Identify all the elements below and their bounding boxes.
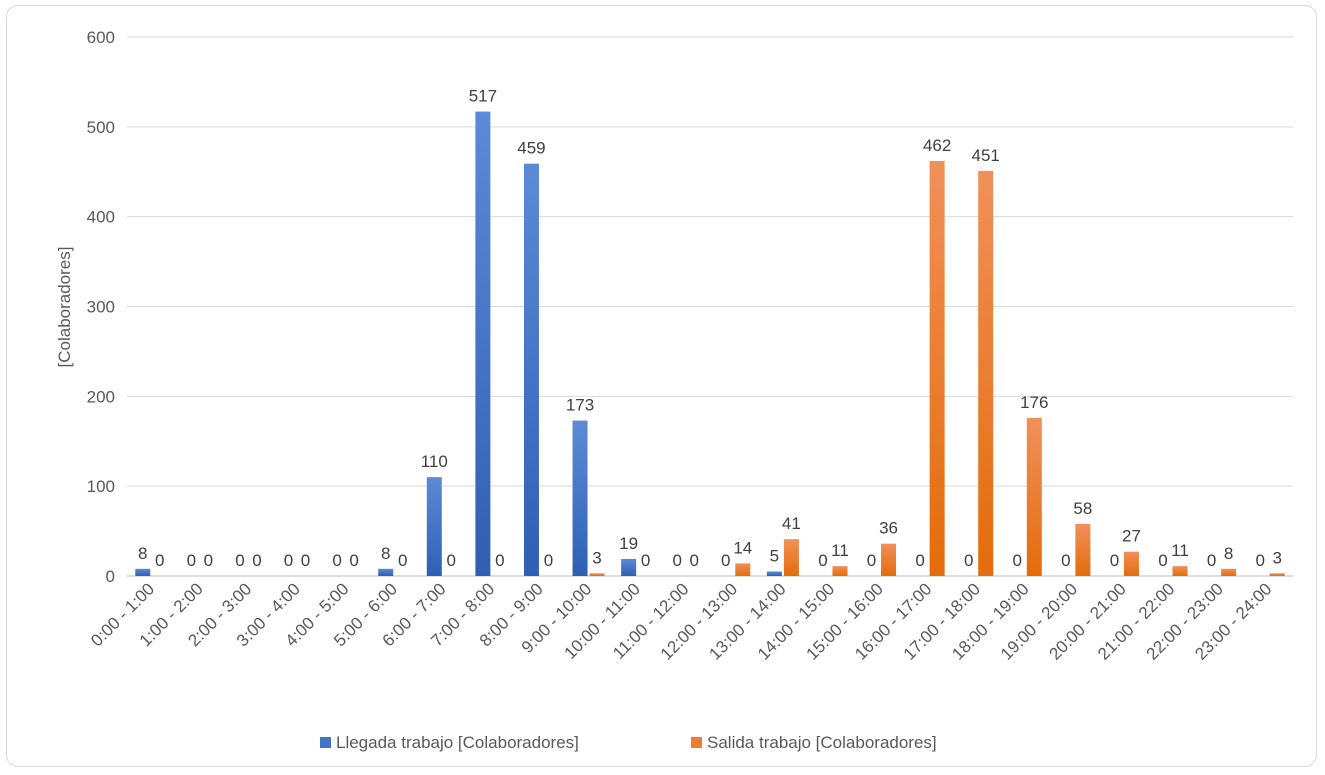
data-label-salida: 0 <box>447 551 456 570</box>
data-label-salida: 27 <box>1122 527 1141 546</box>
data-label-llegada: 0 <box>1255 551 1264 570</box>
data-label-salida: 3 <box>1272 548 1281 567</box>
data-label-salida: 11 <box>831 541 849 560</box>
bar-llegada <box>135 568 151 576</box>
bar-salida <box>978 170 994 576</box>
y-tick-label: 500 <box>87 118 115 137</box>
chart-frame <box>6 5 1317 767</box>
bar-llegada <box>426 477 442 576</box>
data-label-llegada: 0 <box>1061 551 1070 570</box>
data-label-llegada: 173 <box>566 396 594 415</box>
data-label-salida: 8 <box>1224 544 1233 563</box>
data-label-salida: 36 <box>879 519 898 538</box>
bar-llegada <box>766 571 782 576</box>
bar-llegada <box>523 163 539 577</box>
bar-llegada <box>378 568 394 576</box>
data-label-llegada: 8 <box>138 544 147 563</box>
y-tick-label: 300 <box>87 298 115 317</box>
data-label-llegada: 0 <box>1158 551 1167 570</box>
data-label-salida: 41 <box>782 514 801 533</box>
bar-salida <box>1269 573 1285 576</box>
y-tick-label: 200 <box>87 387 115 406</box>
y-tick-label: 100 <box>87 477 115 496</box>
y-tick-label: 0 <box>106 567 115 586</box>
data-label-salida: 58 <box>1073 499 1092 518</box>
bar-llegada <box>572 420 588 576</box>
data-label-salida: 3 <box>592 548 601 567</box>
y-tick-label: 400 <box>87 208 115 227</box>
bar-llegada <box>475 111 491 576</box>
data-label-llegada: 0 <box>915 551 924 570</box>
data-label-llegada: 0 <box>867 551 876 570</box>
legend: Llegada trabajo [Colaboradores] Salida t… <box>320 733 937 752</box>
data-label-salida: 462 <box>923 136 951 155</box>
legend-swatch-llegada <box>320 737 331 748</box>
bar-salida <box>832 566 848 576</box>
data-label-llegada: 0 <box>1013 551 1022 570</box>
data-label-salida: 0 <box>544 551 553 570</box>
data-label-llegada: 0 <box>721 551 730 570</box>
data-label-salida: 0 <box>398 551 407 570</box>
legend-label-salida: Salida trabajo [Colaboradores] <box>707 733 937 752</box>
data-label-salida: 0 <box>301 551 310 570</box>
data-label-llegada: 0 <box>672 551 681 570</box>
x-axis-ticks: 0:00 - 1:001:00 - 2:002:00 - 3:003:00 - … <box>87 579 1275 663</box>
bar-salida <box>1026 417 1042 576</box>
bar-salida <box>929 160 945 576</box>
data-label-llegada: 0 <box>964 551 973 570</box>
data-label-llegada: 0 <box>284 551 293 570</box>
data-label-salida: 0 <box>252 551 261 570</box>
bar-salida <box>783 539 799 576</box>
bar-salida <box>1123 551 1139 576</box>
data-label-llegada: 0 <box>187 551 196 570</box>
data-label-salida: 0 <box>495 551 504 570</box>
data-label-salida: 0 <box>641 551 650 570</box>
data-label-llegada: 5 <box>770 547 779 566</box>
data-label-salida: 451 <box>972 146 1000 165</box>
data-label-llegada: 8 <box>381 544 390 563</box>
y-tick-label: 600 <box>87 28 115 47</box>
data-label-salida: 0 <box>155 551 164 570</box>
gridlines <box>127 36 1293 577</box>
bar-salida <box>735 563 751 576</box>
data-label-llegada: 0 <box>1110 551 1119 570</box>
bar-llegada <box>621 558 637 576</box>
data-label-salida: 0 <box>204 551 213 570</box>
legend-swatch-salida <box>691 737 702 748</box>
bar-salida <box>1221 568 1237 576</box>
data-label-llegada: 0 <box>235 551 244 570</box>
data-label-salida: 176 <box>1020 393 1048 412</box>
data-label-llegada: 0 <box>1207 551 1216 570</box>
bars <box>135 111 1285 577</box>
data-label-salida: 0 <box>689 551 698 570</box>
bar-salida <box>1172 566 1188 576</box>
bar-salida <box>1075 523 1091 576</box>
data-label-llegada: 517 <box>469 87 497 106</box>
legend-label-llegada: Llegada trabajo [Colaboradores] <box>336 733 579 752</box>
y-axis-title: [Colaboradores] <box>55 247 74 368</box>
data-label-salida: 14 <box>733 538 752 557</box>
data-label-llegada: 0 <box>332 551 341 570</box>
data-label-salida: 0 <box>349 551 358 570</box>
data-label-salida: 11 <box>1171 541 1189 560</box>
bar-salida <box>881 543 897 576</box>
data-label-llegada: 459 <box>517 139 545 158</box>
data-label-llegada: 0 <box>818 551 827 570</box>
bar-salida <box>589 573 605 576</box>
data-label-llegada: 19 <box>619 534 638 553</box>
y-axis-ticks: 0 100 200 300 400 500 600 <box>87 28 115 586</box>
data-label-llegada: 110 <box>421 452 448 471</box>
